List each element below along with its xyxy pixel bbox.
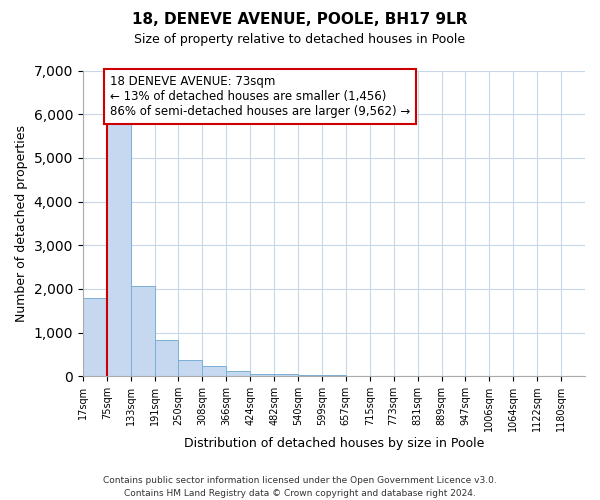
- Bar: [274, 374, 298, 376]
- Bar: [202, 366, 226, 376]
- Text: Size of property relative to detached houses in Poole: Size of property relative to detached ho…: [134, 32, 466, 46]
- Bar: [155, 340, 178, 376]
- Text: Contains HM Land Registry data © Crown copyright and database right 2024.: Contains HM Land Registry data © Crown c…: [124, 488, 476, 498]
- Bar: [250, 374, 274, 376]
- Y-axis label: Number of detached properties: Number of detached properties: [15, 125, 28, 322]
- Bar: [178, 360, 202, 376]
- Text: Contains public sector information licensed under the Open Government Licence v3: Contains public sector information licen…: [103, 476, 497, 485]
- Bar: [298, 375, 322, 376]
- Bar: [83, 298, 107, 376]
- Bar: [226, 372, 250, 376]
- Bar: [107, 124, 131, 376]
- Text: 18 DENEVE AVENUE: 73sqm
← 13% of detached houses are smaller (1,456)
86% of semi: 18 DENEVE AVENUE: 73sqm ← 13% of detache…: [110, 75, 410, 118]
- Text: 18, DENEVE AVENUE, POOLE, BH17 9LR: 18, DENEVE AVENUE, POOLE, BH17 9LR: [132, 12, 468, 28]
- X-axis label: Distribution of detached houses by size in Poole: Distribution of detached houses by size …: [184, 437, 484, 450]
- Bar: [131, 286, 155, 376]
